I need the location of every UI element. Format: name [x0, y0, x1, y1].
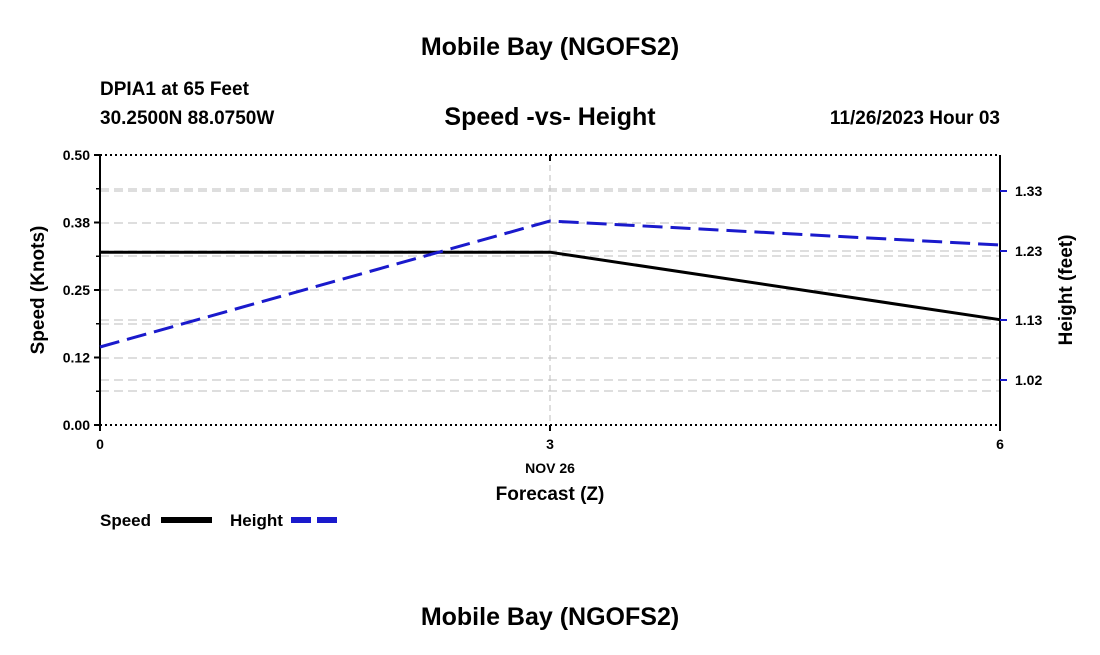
chart-title: Speed -vs- Height [444, 103, 656, 131]
grid [100, 155, 1000, 425]
y-axis-right-label: Height (feet) [1056, 235, 1077, 346]
legend: Speed Height [100, 511, 342, 530]
series-line-speed [100, 250, 1001, 322]
y-right-tick-label: 1.13 [1015, 312, 1042, 328]
page-title: Mobile Bay (NGOFS2) [421, 33, 679, 61]
legend-speed-label: Speed [100, 511, 151, 530]
x-tick-label: 0 [96, 436, 104, 452]
y-left-tick-label: 0.50 [63, 147, 90, 163]
x-date-label: NOV 26 [525, 460, 575, 476]
y-left-tick-label: 0.00 [63, 417, 90, 433]
y-left-tick-label: 0.25 [63, 282, 90, 298]
x-axis-label: Forecast (Z) [496, 484, 605, 505]
y-right-tick-label: 1.23 [1015, 243, 1042, 259]
y-left-tick-label: 0.12 [63, 350, 90, 366]
y-left-tick-label: 0.38 [63, 215, 90, 231]
series-line-height [99, 219, 1001, 349]
legend-height-label: Height [230, 511, 283, 530]
tick-labels: 0.00 0.12 0.25 0.38 0.50 1.02 1.13 1.23 1.33 0 3 6 [63, 147, 1043, 452]
x-tick-label: 6 [996, 436, 1004, 452]
axes [94, 154, 1007, 431]
y-right-tick-label: 1.33 [1015, 183, 1042, 199]
series [99, 219, 1001, 349]
y-right-tick-label: 1.02 [1015, 372, 1042, 388]
footer-title: Mobile Bay (NGOFS2) [421, 603, 679, 631]
y-axis-left-label: Speed (Knots) [28, 226, 49, 355]
station-label: DPIA1 at 65 Feet [100, 79, 250, 100]
x-tick-label: 3 [546, 436, 554, 452]
datetime-label: 11/26/2023 Hour 03 [830, 108, 1000, 129]
coordinates-label: 30.2500N 88.0750W [100, 108, 274, 129]
